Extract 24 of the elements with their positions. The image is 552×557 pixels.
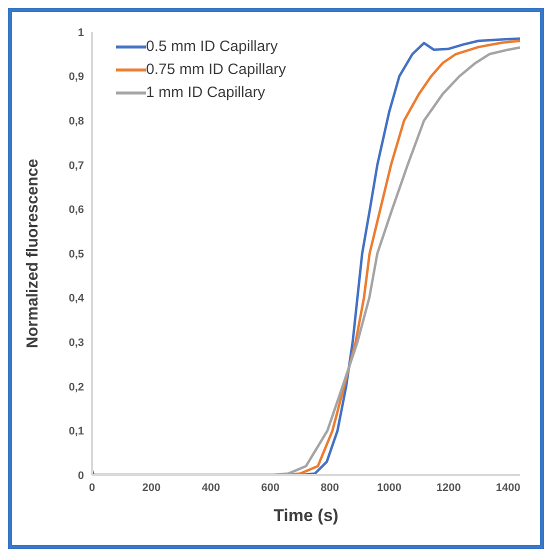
y-tick-label: 0,9 [68,71,84,84]
legend-label: 0.75 mm ID Capillary [146,61,286,78]
y-tick-label: 0,2 [68,381,84,394]
legend-label: 0.5 mm ID Capillary [146,38,278,55]
x-tick-label: 400 [202,482,220,494]
x-tick-label: 800 [320,482,339,494]
y-tick-label: 0,7 [68,160,84,172]
y-tick-label: 0,6 [68,204,84,216]
y-tick-label: 0,5 [68,248,84,260]
x-tick-label: 200 [142,482,161,494]
y-tick-label: 0,8 [68,116,84,128]
x-axis-title: Time (s) [274,506,338,525]
x-tick-label: 1400 [496,482,520,494]
y-tick-label: 0,1 [68,426,84,438]
y-tick-label: 0 [78,470,84,482]
legend-label: 1 mm ID Capillary [146,84,266,101]
x-tick-label: 600 [261,482,280,494]
y-tick-label: 0,3 [68,337,84,350]
x-tick-label: 1000 [376,482,402,494]
y-tick-label: 0,4 [68,292,85,305]
y-axis-title: Normalized fluorescence [24,158,42,348]
y-tick-label: 1 [78,26,84,39]
x-tick-label: 1200 [436,482,461,494]
x-tick-label: 0 [88,482,96,494]
